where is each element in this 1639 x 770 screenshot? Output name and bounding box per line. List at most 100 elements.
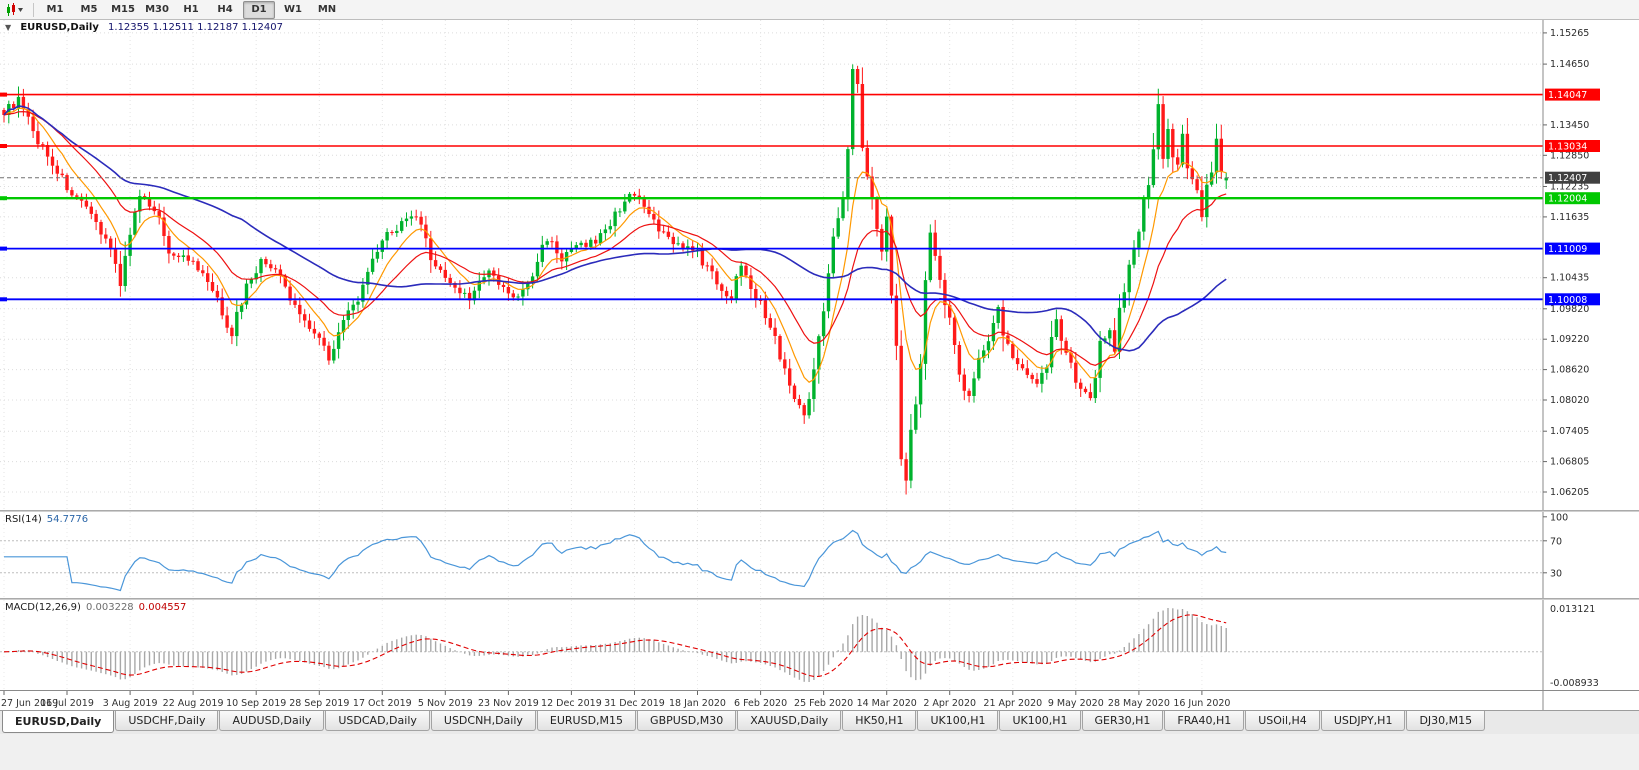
chart-tab-usdjpy-h1[interactable]: USDJPY,H1 xyxy=(1320,711,1406,731)
svg-text:1.15265: 1.15265 xyxy=(1550,28,1589,39)
timeframe-w1[interactable]: W1 xyxy=(284,3,302,15)
chart-tab-dj30-m15[interactable]: DJ30,M15 xyxy=(1406,711,1486,731)
date-label: 18 Jan 2020 xyxy=(669,698,726,709)
chart-tab-hk50-h1[interactable]: HK50,H1 xyxy=(842,711,917,731)
timeframe-m30[interactable]: M30 xyxy=(145,3,169,15)
chart-tab-usdchf-daily[interactable]: USDCHF,Daily xyxy=(115,711,219,731)
price-chart-canvas[interactable]: 1.15265 1.14650 1.13450 1.12850 1.12235 1.116… xyxy=(0,20,1639,510)
macd-signal-line xyxy=(3,614,1227,677)
svg-text:1.07405: 1.07405 xyxy=(1550,426,1589,437)
chart-tabs-bar: EURUSD,Daily USDCHF,Daily AUDUSD,Daily USDC… xyxy=(0,710,1639,734)
timeframe-h4[interactable]: H4 xyxy=(217,3,233,15)
macd-value-main: 0.003228 xyxy=(85,602,134,613)
ma-ema8-line[interactable] xyxy=(3,107,1227,383)
timeframe-m15[interactable]: M15 xyxy=(111,3,135,15)
svg-text:1.11009: 1.11009 xyxy=(1548,244,1587,255)
grid xyxy=(0,20,1543,510)
date-label: 16 Jun 2020 xyxy=(1173,698,1230,709)
ma-ema20-line[interactable] xyxy=(3,110,1227,366)
rsi-value: 54.7776 xyxy=(46,514,89,525)
chart-tab-usoil-h4[interactable]: USOil,H4 xyxy=(1245,711,1320,731)
rsi-panel: RSI(14) 54.7776 100 70 30 xyxy=(0,512,1639,598)
macd-name: MACD(12,26,9) xyxy=(5,602,81,613)
svg-text:0.013121: 0.013121 xyxy=(1550,604,1595,615)
date-label: 6 Feb 2020 xyxy=(734,698,787,709)
panel-splitter[interactable] xyxy=(0,598,1639,601)
one-click-trading-expander[interactable]: ▼ xyxy=(5,23,12,32)
chart-title: ▼ EURUSD,Daily 1.12355 1.12511 1.12187 1… xyxy=(5,22,283,33)
date-label: 31 Dec 2019 xyxy=(604,698,665,709)
timeframe-h1[interactable]: H1 xyxy=(183,3,199,15)
chart-tab-usdcnh-daily[interactable]: USDCNH,Daily xyxy=(430,711,536,731)
svg-text:1.08020: 1.08020 xyxy=(1550,395,1589,406)
ma-sma50-line[interactable] xyxy=(3,105,1227,352)
rsi-name: RSI(14) xyxy=(5,514,42,525)
chart-tab-eurusd-m15[interactable]: EURUSD,M15 xyxy=(536,711,637,731)
price-chart-panel: ▼ EURUSD,Daily 1.12355 1.12511 1.12187 1… xyxy=(0,20,1639,510)
svg-text:-0.008933: -0.008933 xyxy=(1550,678,1599,689)
date-label: 23 Nov 2019 xyxy=(478,698,539,709)
hline-1.11009[interactable] xyxy=(0,246,1543,251)
svg-text:1.13450: 1.13450 xyxy=(1550,120,1589,131)
panel-splitter[interactable] xyxy=(0,510,1639,513)
chart-title-symbol: EURUSD,Daily xyxy=(20,22,99,33)
date-label: 22 Aug 2019 xyxy=(163,698,224,709)
svg-text:1.10008: 1.10008 xyxy=(1548,295,1587,306)
timeframe-m5[interactable]: M5 xyxy=(80,3,98,15)
date-label: 14 Mar 2020 xyxy=(857,698,917,709)
macd-panel: MACD(12,26,9) 0.003228 0.004557 0.013121 -0… xyxy=(0,600,1639,690)
svg-text:1.10435: 1.10435 xyxy=(1550,273,1589,284)
chart-tab-uk100-h1[interactable]: UK100,H1 xyxy=(999,711,1081,731)
date-label: 21 Apr 2020 xyxy=(983,698,1042,709)
macd-value-signal: 0.004557 xyxy=(138,602,187,613)
candlestick-icon xyxy=(7,2,23,16)
date-label: 10 Sep 2019 xyxy=(226,698,286,709)
svg-text:1.09820: 1.09820 xyxy=(1550,304,1589,315)
chart-periods-icon[interactable] xyxy=(3,2,27,18)
macd-canvas[interactable]: 0.013121 -0.008933 xyxy=(0,600,1639,690)
rsi-line xyxy=(4,529,1227,592)
toolbar-separator xyxy=(33,2,34,17)
price-axis[interactable]: 1.15265 1.14650 1.13450 1.12850 1.12235 1.116… xyxy=(1542,20,1639,510)
timeframe-m1[interactable]: M1 xyxy=(46,3,64,15)
hline-1.12004[interactable] xyxy=(0,196,1543,201)
chart-tab-gbpusd-m30[interactable]: GBPUSD,M30 xyxy=(637,711,737,731)
timeframe-d1[interactable]: D1 xyxy=(243,0,275,19)
hline-1.14047[interactable] xyxy=(0,92,1543,97)
date-label: 27 Jun 2019 xyxy=(1,698,58,709)
date-label: 25 Feb 2020 xyxy=(794,698,853,709)
rsi-title: RSI(14) 54.7776 xyxy=(5,514,88,525)
date-label: 12 Dec 2019 xyxy=(541,698,602,709)
date-label: 28 Sep 2019 xyxy=(289,698,349,709)
svg-text:30: 30 xyxy=(1550,568,1562,579)
candles xyxy=(2,64,1228,495)
svg-text:1.08620: 1.08620 xyxy=(1550,365,1589,376)
svg-text:1.14047: 1.14047 xyxy=(1548,90,1587,101)
svg-text:1.14650: 1.14650 xyxy=(1550,59,1589,70)
timeframe-toolbar: M1 M5 M15 M30 H1 H4 D1 W1 MN xyxy=(0,0,1639,20)
chart-tab-xauusd-daily[interactable]: XAUUSD,Daily xyxy=(737,711,842,731)
svg-text:1.12235: 1.12235 xyxy=(1550,182,1589,193)
date-label: 9 May 2020 xyxy=(1048,698,1104,709)
chart-tab-usdcad-daily[interactable]: USDCAD,Daily xyxy=(325,711,430,731)
hline-1.10008[interactable] xyxy=(0,297,1543,302)
svg-text:1.06205: 1.06205 xyxy=(1550,487,1589,498)
chart-tab-audusd-daily[interactable]: AUDUSD,Daily xyxy=(219,711,325,731)
time-axis[interactable]: 27 Jun 2019 16 Jul 2019 3 Aug 2019 22 Aug 2… xyxy=(0,690,1639,711)
rsi-canvas[interactable]: 100 70 30 xyxy=(0,512,1639,598)
chart-tab-ger30-h1[interactable]: GER30,H1 xyxy=(1081,711,1164,731)
chart-tab-eurusd-daily[interactable]: EURUSD,Daily xyxy=(2,711,115,733)
date-label: 16 Jul 2019 xyxy=(40,698,94,709)
date-label: 2 Apr 2020 xyxy=(923,698,976,709)
svg-text:1.11635: 1.11635 xyxy=(1550,212,1589,223)
svg-text:70: 70 xyxy=(1550,536,1562,547)
date-label: 28 May 2020 xyxy=(1108,698,1170,709)
timeframe-mn[interactable]: MN xyxy=(317,3,337,15)
chart-title-ohlc: 1.12355 1.12511 1.12187 1.12407 xyxy=(108,22,283,33)
hline-1.13034[interactable] xyxy=(0,144,1543,148)
chart-tab-fra40-h1[interactable]: FRA40,H1 xyxy=(1164,711,1245,731)
chart-tab-uk100-h1[interactable]: UK100,H1 xyxy=(917,711,999,731)
date-label: 17 Oct 2019 xyxy=(353,698,412,709)
